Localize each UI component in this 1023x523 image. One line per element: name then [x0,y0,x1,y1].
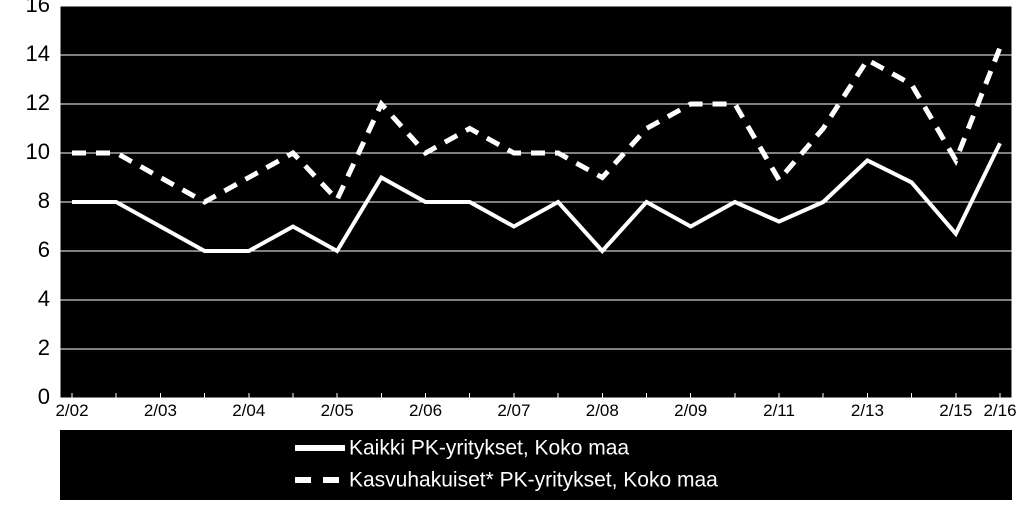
y-tick-label: 6 [38,237,50,262]
x-tick-label: 2/08 [586,401,619,420]
x-tick-label: 2/02 [55,401,88,420]
y-tick-label: 10 [26,139,50,164]
x-tick-label: 2/04 [232,401,265,420]
x-tick-label: 2/15 [939,401,972,420]
y-tick-label: 12 [26,90,50,115]
x-tick-label: 2/03 [144,401,177,420]
x-tick-label: 2/11 [763,401,795,420]
x-tick-label: 2/07 [497,401,530,420]
y-tick-label: 4 [38,286,50,311]
line-chart: 0 2 4 6 8 10 12 14 16 2/02 2/03 2/04 2/05 2/06 2/07 2/0… [0,0,1023,523]
x-tick-label: 2/06 [409,401,442,420]
x-tick-label: 2/13 [851,401,884,420]
x-tick-label: 2/09 [674,401,707,420]
legend-label: Kasvuhakuiset* PK-yritykset, Koko maa [349,469,718,492]
x-tick-label: 2/16 [983,401,1016,420]
y-tick-label: 8 [38,188,50,213]
x-tick-label: 2/05 [321,401,354,420]
y-tick-label: 0 [38,384,50,409]
legend-label: Kaikki PK-yritykset, Koko maa [349,437,629,460]
y-tick-label: 2 [38,335,50,360]
y-tick-label: 14 [26,41,50,66]
y-tick-label: 16 [26,0,50,17]
